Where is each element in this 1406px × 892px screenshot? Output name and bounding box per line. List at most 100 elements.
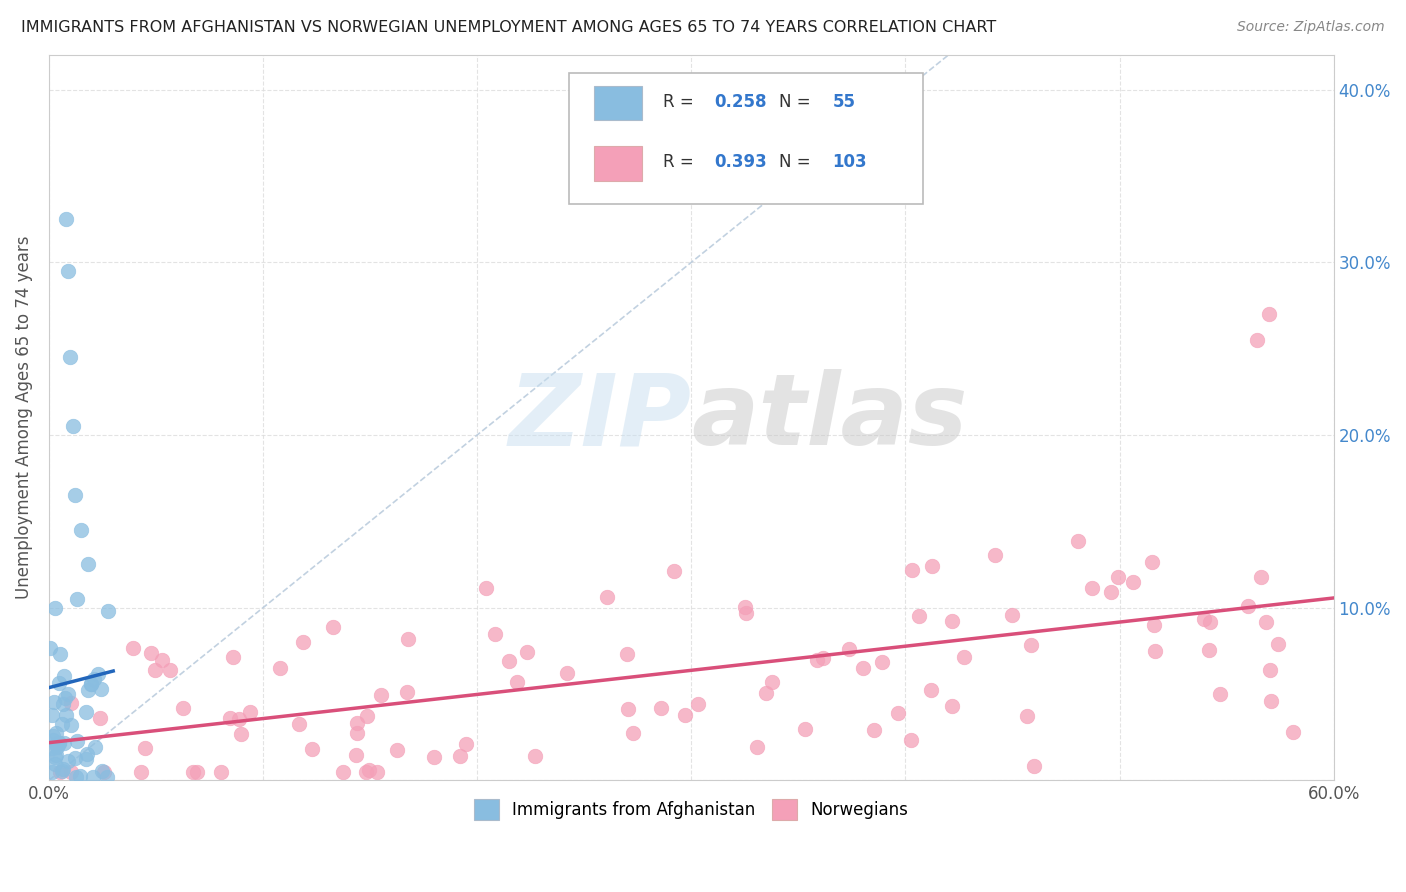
Point: [1143, 618, 1166, 632]
Point: [172, 701, 194, 715]
Point: [356, 709, 378, 723]
Point: [811, 650, 834, 665]
Text: R =: R =: [664, 153, 699, 171]
Text: 0.258: 0.258: [714, 94, 766, 112]
Point: [354, 764, 377, 779]
Point: [852, 661, 875, 675]
Point: [76, 747, 98, 761]
Point: [70, 523, 93, 537]
Point: [239, 705, 262, 719]
Point: [87, 666, 110, 681]
Point: [44, 749, 66, 764]
Point: [209, 764, 232, 779]
Point: [80, 677, 103, 691]
Point: [139, 646, 162, 660]
Point: [1237, 599, 1260, 613]
Point: [523, 749, 546, 764]
Point: [357, 763, 380, 777]
Point: [53, 736, 76, 750]
Point: [395, 684, 418, 698]
Point: [52, 697, 75, 711]
Point: [623, 726, 645, 740]
Text: 0.393: 0.393: [714, 153, 768, 171]
Point: [870, 655, 893, 669]
Point: [1260, 694, 1282, 708]
Point: [45, 738, 67, 752]
Point: [129, 764, 152, 779]
Point: [596, 591, 619, 605]
Point: [83, 672, 105, 686]
Point: [93, 764, 115, 779]
Point: [89, 711, 111, 725]
Point: [1144, 644, 1167, 658]
Point: [422, 749, 444, 764]
Point: [1208, 687, 1230, 701]
Point: [1022, 759, 1045, 773]
Point: [1101, 585, 1123, 599]
Point: [45, 747, 67, 762]
Point: [953, 649, 976, 664]
Point: [557, 666, 579, 681]
Point: [48, 764, 70, 779]
Legend: Immigrants from Afghanistan, Norwegians: Immigrants from Afghanistan, Norwegians: [467, 793, 915, 826]
Point: [1267, 637, 1289, 651]
Point: [46, 739, 69, 754]
Point: [1122, 574, 1144, 589]
FancyBboxPatch shape: [569, 73, 922, 203]
Point: [55, 708, 77, 723]
Point: [48, 736, 70, 750]
Point: [53, 691, 76, 706]
Point: [48, 736, 70, 750]
Point: [77, 683, 100, 698]
Point: [794, 722, 817, 736]
Point: [41, 708, 63, 723]
Point: [1019, 639, 1042, 653]
Point: [41, 764, 63, 779]
Point: [735, 607, 758, 621]
Point: [42, 733, 65, 747]
Point: [269, 661, 291, 675]
Point: [755, 686, 778, 700]
Point: [346, 726, 368, 740]
Point: [52, 669, 75, 683]
Point: [1282, 724, 1305, 739]
Text: ZIP: ZIP: [509, 369, 692, 467]
Point: [900, 563, 922, 577]
Point: [41, 740, 63, 755]
Point: [55, 212, 77, 227]
Text: atlas: atlas: [692, 369, 967, 467]
Point: [1107, 570, 1129, 584]
Point: [143, 663, 166, 677]
Point: [322, 620, 344, 634]
Text: 55: 55: [832, 94, 856, 112]
Point: [1258, 663, 1281, 677]
Point: [1250, 569, 1272, 583]
Point: [941, 614, 963, 628]
Text: Source: ZipAtlas.com: Source: ZipAtlas.com: [1237, 20, 1385, 34]
Point: [59, 351, 82, 365]
Point: [344, 747, 367, 762]
Point: [42, 695, 65, 709]
Point: [900, 733, 922, 747]
Point: [686, 697, 709, 711]
Point: [475, 582, 498, 596]
Bar: [593, 86, 643, 120]
Point: [66, 592, 89, 607]
Point: [39, 641, 62, 656]
Point: [63, 488, 86, 502]
Y-axis label: Unemployment Among Ages 65 to 74 years: Unemployment Among Ages 65 to 74 years: [15, 236, 32, 599]
Point: [1017, 709, 1039, 723]
Point: [838, 642, 860, 657]
Point: [288, 717, 311, 731]
Point: [1067, 534, 1090, 549]
Point: [58, 264, 80, 278]
Point: [84, 740, 107, 755]
Point: [97, 604, 120, 618]
Point: [228, 712, 250, 726]
Point: [76, 558, 98, 572]
Point: [396, 632, 419, 646]
Point: [516, 645, 538, 659]
Point: [1246, 333, 1268, 347]
Point: [150, 653, 173, 667]
Point: [1199, 615, 1222, 630]
